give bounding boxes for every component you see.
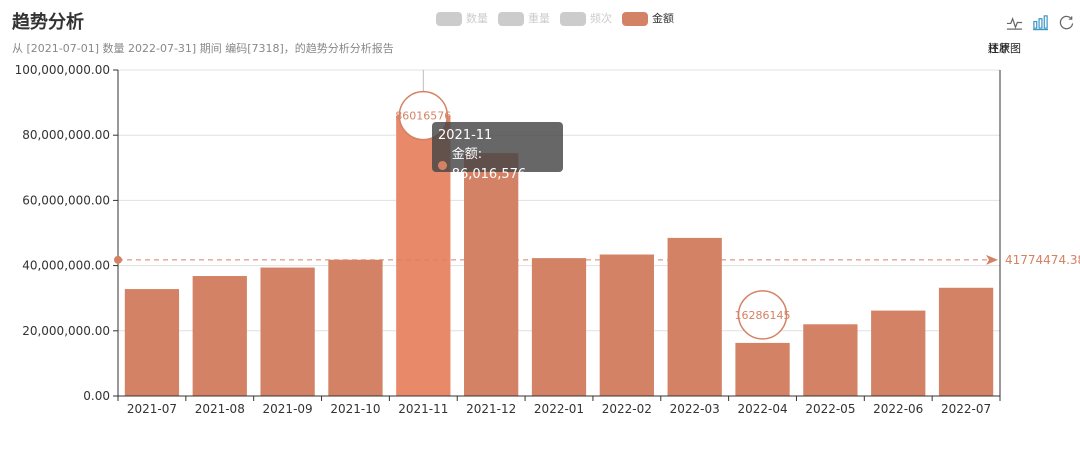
max-mark-label: 86016576 [395, 110, 451, 123]
bar-2022-03 [667, 237, 722, 396]
x-tick-label: 2022-05 [805, 402, 855, 416]
restore-icon[interactable] [1058, 14, 1075, 31]
legend-item-quantity[interactable]: 数量 [436, 12, 488, 26]
x-tick-label: 2021-12 [466, 402, 516, 416]
x-tick-label: 2022-06 [873, 402, 923, 416]
bar-2022-04 [735, 342, 790, 396]
bar-chart-icon[interactable] [1032, 14, 1049, 31]
legend-swatch [436, 12, 462, 26]
y-tick-label: 60,000,000.00 [22, 193, 110, 207]
y-tick-label: 20,000,000.00 [22, 324, 110, 338]
x-tick-label: 2022-04 [737, 402, 787, 416]
legend-item-amount[interactable]: 金额 [622, 12, 674, 26]
toolbox [1006, 14, 1075, 31]
bar-2022-01 [531, 258, 587, 396]
x-tick-label: 2021-09 [263, 402, 313, 416]
average-mark-label: 41774474.38 [1005, 253, 1080, 267]
y-tick-label: 0.00 [83, 389, 110, 403]
legend-swatch [498, 12, 524, 26]
x-tick-label: 2021-10 [330, 402, 380, 416]
legend-label: 重量 [528, 12, 550, 25]
line-chart-icon[interactable] [1006, 14, 1023, 31]
chart-subtitle: 从 [2021-07-01] 数量 2022-07-31] 期间 编码[7318… [12, 42, 394, 55]
average-mark-arrow [986, 254, 998, 265]
bar-2021-08 [192, 276, 247, 396]
legend-swatch [560, 12, 586, 26]
bar-2021-10 [328, 259, 383, 396]
bar-2022-02 [599, 254, 654, 396]
tooltip: 2021-11 金额: 86,016,576 [432, 122, 563, 182]
x-tick-label: 2022-02 [602, 402, 652, 416]
bar-2022-07 [938, 287, 994, 396]
y-tick-label: 80,000,000.00 [22, 128, 110, 142]
tooltip-value: 金额: 86,016,576 [451, 147, 527, 182]
tooltip-series-dot [438, 160, 447, 170]
legend-label: 金额 [652, 12, 674, 25]
y-tick-label: 40,000,000.00 [22, 259, 110, 273]
tooltip-title: 2021-11 [438, 128, 493, 143]
legend-item-frequency[interactable]: 频次 [560, 12, 612, 26]
bar-2022-06 [871, 310, 926, 396]
bar-2022-05 [803, 324, 858, 396]
y-tick-label: 100,000,000.00 [15, 63, 110, 77]
x-tick-label: 2022-01 [534, 402, 584, 416]
toolbox-label-restore: 还原 [988, 42, 1010, 55]
chart-title: 趋势分析 [12, 12, 84, 33]
bar-2021-09 [260, 267, 315, 396]
x-tick-label: 2021-08 [195, 402, 245, 416]
x-tick-label: 2021-07 [127, 402, 177, 416]
min-mark-point [737, 290, 788, 340]
bar-2021-07 [124, 289, 180, 396]
x-tick-label: 2022-03 [670, 402, 720, 416]
average-mark-start [114, 255, 122, 264]
legend-swatch [622, 12, 648, 26]
legend-label: 频次 [590, 12, 612, 25]
x-tick-label: 2021-11 [398, 402, 448, 416]
bar-2021-12 [464, 153, 519, 396]
legend-item-weight[interactable]: 重量 [498, 12, 550, 26]
min-mark-label: 16286145 [735, 309, 791, 322]
legend: 数量 重量 频次 金额 [436, 12, 674, 26]
x-tick-label: 2022-07 [941, 402, 991, 416]
legend-label: 数量 [466, 12, 488, 25]
toolbox-label-bar: 柱状图 [988, 42, 1021, 55]
